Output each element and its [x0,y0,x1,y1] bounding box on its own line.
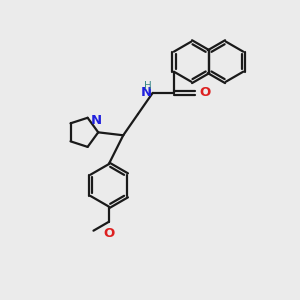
Text: O: O [103,227,114,240]
Text: O: O [199,86,210,99]
Text: H: H [144,81,152,92]
Text: N: N [91,114,102,127]
Text: N: N [140,86,152,99]
